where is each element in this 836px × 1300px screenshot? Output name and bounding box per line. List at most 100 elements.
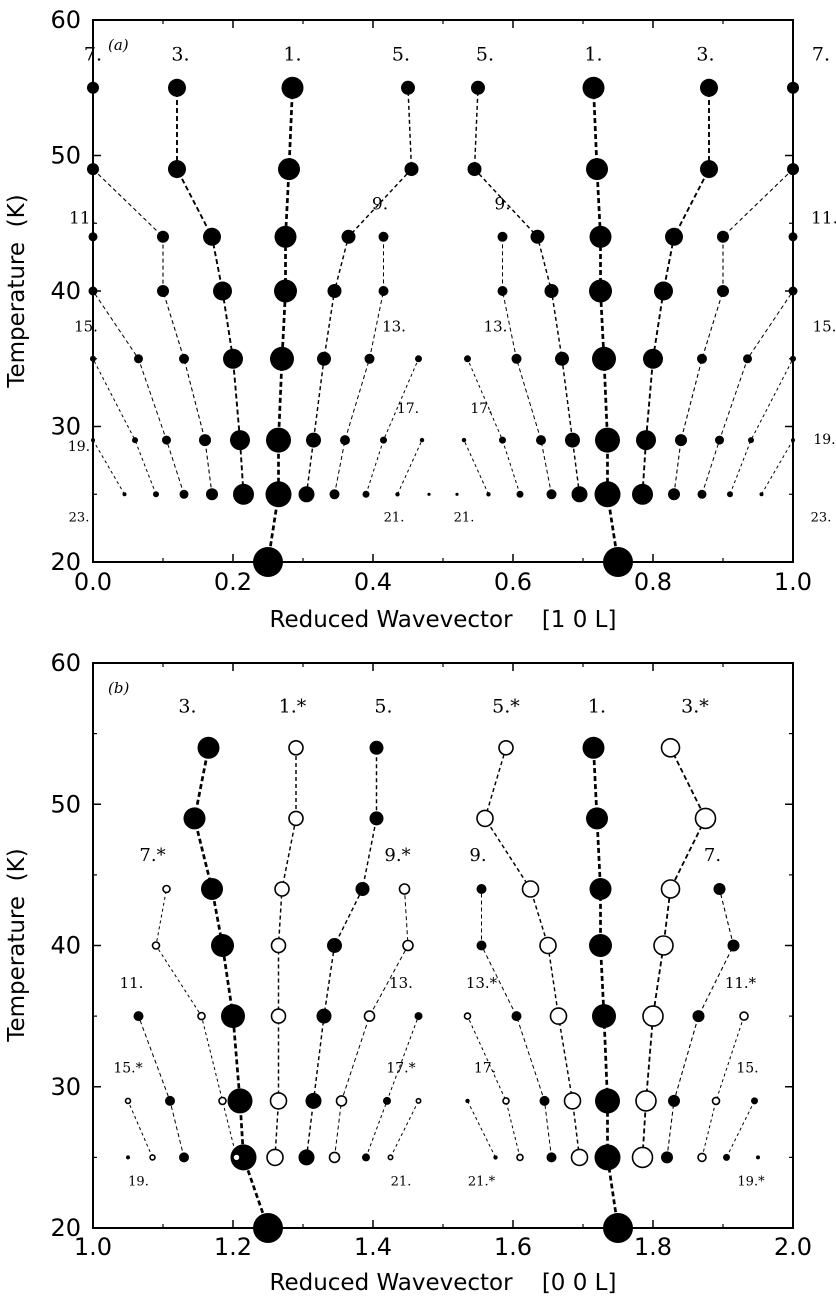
data-point [643,348,663,369]
panel-a-plot: (a) Reduced Wavevector [1 0 L] Temperatu… [4,6,836,633]
data-point [660,737,681,758]
data-point [91,438,95,443]
data-point [88,232,98,242]
y-tick-label: 60 [50,6,81,34]
y-tick-label: 30 [50,413,81,441]
data-point [592,346,616,371]
panel-b-ticks: 1.0 1.2 1.4 1.6 1.8 2.0 20 30 40 50 60 [50,649,812,1261]
branch-line-order-13 [365,358,419,495]
data-point [201,878,223,900]
order-label: 9. [494,195,510,215]
order-label: 19.* [737,1175,765,1190]
data-point [157,230,169,243]
y-tick-label: 50 [50,790,81,818]
data-point [692,1010,705,1023]
order-label: 7. [704,845,721,866]
data-point [536,435,546,446]
data-point [642,1005,664,1027]
data-point [700,160,718,179]
data-point [697,489,707,499]
data-point [723,1153,730,1161]
data-point [715,435,724,445]
order-label: 21. [384,510,405,525]
order-label: 19. [68,439,90,455]
branch-line-order-17 [397,439,423,495]
branch-line-order-13 [467,358,521,495]
data-point [465,1098,470,1104]
data-point [265,481,292,508]
data-point [179,489,189,499]
data-point [700,78,718,97]
branch-line-order-17 [463,439,489,495]
data-point [341,229,356,244]
order-label: 13. [382,318,406,336]
data-point [369,811,384,826]
panel-a-ylabel: Temperature (K) [4,194,30,388]
branch-line-order-7 [666,888,735,1158]
data-point [404,162,419,177]
order-label: 23. [811,510,832,525]
x-tick-label: 2.0 [774,1233,812,1261]
order-label: 13.* [466,974,498,992]
y-tick-label: 50 [50,142,81,170]
data-point [206,488,218,501]
data-point [199,434,211,447]
data-point [415,1097,422,1104]
data-point [218,1096,227,1106]
x-tick-label: 1.4 [354,1233,392,1261]
order-label: 9.* [384,845,410,866]
order-label: 7.* [139,845,165,866]
order-label: 21. [391,1175,412,1190]
order-label: 23. [69,510,90,525]
data-point [589,225,612,248]
data-point [511,1011,522,1022]
order-label: 17. [397,401,419,417]
data-point [87,163,99,176]
panel-a-ticks: 0.0 0.2 0.4 0.6 0.8 1.0 20 30 40 50 60 [50,6,812,596]
data-point [461,437,467,443]
data-point [380,436,387,444]
data-point [230,1144,257,1171]
panel-a-branch-lines [92,87,794,563]
data-point [149,1154,156,1161]
data-point [636,430,656,451]
data-point [179,1152,189,1163]
x-tick-label: 1.6 [494,1233,532,1261]
branch-line-order-17star [390,1100,419,1158]
data-point [493,1155,498,1160]
data-point [274,225,297,248]
data-point [592,1004,616,1029]
data-point [316,1008,332,1024]
data-point [675,434,687,447]
data-point [743,354,752,364]
data-point [791,438,795,443]
data-point [653,935,674,956]
data-point [521,880,540,898]
data-point [530,229,545,244]
order-label: 3. [171,44,189,66]
data-point [497,231,508,242]
data-point [213,281,232,301]
data-point [126,1155,130,1160]
data-point [632,483,653,505]
data-point [582,76,605,99]
order-label: 15. [813,318,836,336]
order-label: 21. [454,510,475,525]
panel-a-label: (a) [108,36,129,54]
data-point [378,231,389,242]
data-point [211,934,234,957]
data-point [281,76,304,99]
order-label: 5. [392,44,410,66]
data-point [498,739,514,756]
branch-line-order-11 [701,236,794,495]
data-point [486,492,491,497]
branch-line-order-9 [502,236,552,495]
data-point [395,492,400,497]
panel-b-ylabel: Temperature (K) [4,848,30,1042]
data-point [668,1094,680,1107]
data-point [665,227,683,246]
panel-b-branch-lines [127,747,755,1229]
panel-a-xlabel: Reduced Wavevector [1 0 L] [270,607,617,633]
x-tick-label: 0.6 [494,568,532,596]
data-point [539,1095,550,1106]
